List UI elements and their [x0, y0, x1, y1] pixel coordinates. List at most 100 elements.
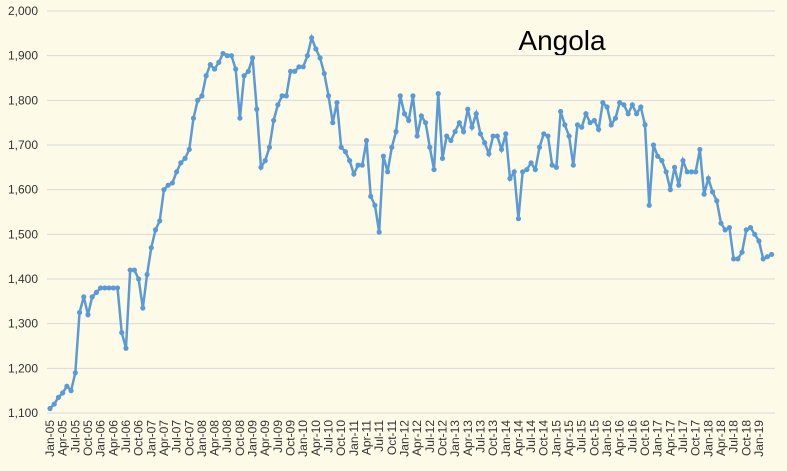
data-point: [296, 64, 302, 70]
data-point: [389, 144, 395, 150]
x-tick-label: Oct-06: [132, 420, 146, 456]
data-point: [119, 330, 125, 336]
x-tick-label: Apr-13: [461, 420, 475, 456]
x-tick-label: Jan-10: [296, 420, 310, 457]
data-point: [262, 158, 268, 164]
data-point: [355, 162, 361, 168]
data-point: [325, 93, 332, 99]
x-tick-label: Jul-11: [372, 420, 386, 452]
x-tick-label: Jan-19: [752, 420, 766, 457]
data-point: [292, 68, 298, 74]
data-point: [224, 53, 230, 59]
x-tick-label: Apr-16: [613, 420, 627, 456]
data-point: [93, 289, 100, 295]
data-point: [511, 169, 517, 175]
x-tick-label: Apr-18: [714, 420, 728, 456]
data-point: [266, 144, 273, 150]
data-point: [131, 267, 137, 273]
data-point: [465, 106, 471, 112]
x-tick-label: Oct-17: [689, 420, 703, 456]
x-tick-label: Jul-14: [524, 420, 538, 453]
data-point: [448, 137, 454, 144]
data-point: [752, 231, 758, 237]
x-tick-label: Oct-13: [486, 420, 500, 456]
y-tick-label: 1,200: [8, 361, 38, 375]
data-point: [709, 189, 716, 195]
x-tick-label: Apr-17: [663, 420, 677, 456]
data-point: [579, 124, 585, 130]
data-point: [587, 120, 593, 126]
data-point: [532, 166, 538, 173]
x-tick-label: Jan-12: [397, 420, 411, 457]
data-point: [743, 227, 749, 233]
data-point: [334, 99, 340, 106]
x-tick-label: Apr-06: [106, 420, 120, 456]
x-tick-label: Jul-16: [625, 420, 639, 453]
data-point: [625, 111, 631, 117]
data-point: [186, 146, 192, 153]
data-point: [98, 285, 104, 291]
data-point: [169, 180, 175, 186]
data-point: [55, 394, 62, 400]
x-tick-label: Oct-08: [233, 420, 247, 456]
data-point: [359, 162, 365, 168]
x-tick-label: Apr-07: [157, 420, 171, 456]
data-point: [182, 155, 188, 161]
x-tick-label: Jan-11: [347, 420, 361, 456]
x-tick-label: Jan-16: [600, 420, 614, 457]
data-point: [258, 164, 264, 170]
y-tick-label: 1,800: [8, 93, 38, 107]
data-point: [604, 104, 610, 110]
x-tick-label: Apr-12: [410, 420, 424, 456]
data-point: [705, 175, 711, 182]
data-point: [110, 285, 116, 291]
data-point: [650, 142, 657, 148]
data-point: [494, 133, 500, 139]
x-tick-label: Oct-10: [334, 420, 348, 456]
data-point: [473, 111, 479, 117]
y-tick-label: 1,300: [8, 317, 38, 331]
data-point: [195, 97, 201, 103]
data-point: [608, 122, 614, 128]
data-point: [123, 345, 129, 351]
data-point: [566, 133, 572, 139]
x-tick-label: Jul-12: [423, 420, 437, 453]
data-point: [655, 153, 661, 159]
data-point: [148, 245, 154, 251]
x-tick-label: Apr-05: [56, 420, 70, 456]
x-tick-label: Oct-14: [537, 420, 551, 456]
data-point: [85, 312, 91, 318]
data-point: [663, 169, 669, 175]
data-point: [718, 220, 724, 226]
y-tick-label: 2,000: [8, 4, 38, 18]
data-point: [199, 93, 205, 99]
data-point: [233, 66, 239, 72]
data-point: [406, 117, 412, 124]
data-point: [431, 166, 437, 173]
data-point: [89, 294, 95, 300]
data-point: [469, 124, 475, 130]
x-tick-label: Apr-08: [208, 420, 222, 456]
data-point: [756, 238, 762, 244]
data-point: [422, 120, 429, 126]
data-point: [114, 285, 121, 291]
data-point: [220, 50, 226, 57]
x-tick-label: Oct-07: [182, 420, 196, 456]
x-tick-label: Jan-17: [651, 420, 665, 457]
data-point: [726, 225, 733, 231]
data-point: [490, 133, 496, 139]
data-point: [684, 169, 690, 175]
data-point: [520, 169, 526, 175]
data-point: [190, 115, 197, 121]
data-point: [368, 193, 374, 199]
x-tick-label: Apr-10: [309, 420, 323, 456]
x-tick-label: Oct-16: [638, 420, 652, 456]
x-tick-label: Jan-09: [246, 420, 260, 457]
x-tick-label: Jan-13: [448, 420, 462, 457]
data-point: [102, 285, 108, 291]
data-point: [372, 202, 378, 208]
data-point: [427, 144, 433, 150]
data-point: [477, 131, 484, 137]
data-point: [136, 276, 142, 282]
